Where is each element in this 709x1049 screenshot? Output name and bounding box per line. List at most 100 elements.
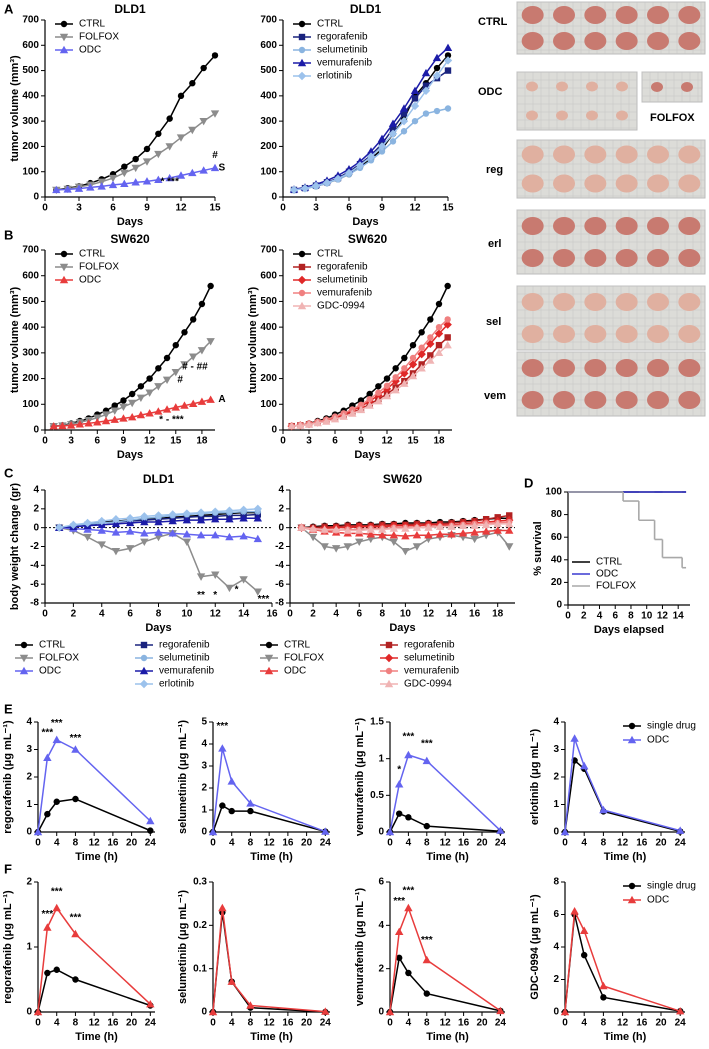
- x-tick-label: 3: [313, 203, 319, 214]
- y-tick-label: 2: [26, 772, 32, 783]
- tumor: [615, 32, 638, 50]
- point: [676, 826, 685, 834]
- point: [356, 405, 366, 414]
- x-tick-label: 8: [380, 609, 386, 620]
- x-tick-label: 8: [628, 611, 634, 622]
- point: [300, 184, 310, 193]
- legend-marker: [384, 653, 394, 663]
- point: [200, 64, 207, 72]
- x-tick-label: 0: [280, 436, 286, 447]
- point: [408, 371, 418, 380]
- point: [211, 52, 219, 59]
- y-tick-label: 4: [378, 920, 384, 931]
- point: [401, 548, 410, 556]
- y-tick-label: 4: [553, 717, 559, 728]
- legend-label: FOLFOX: [596, 581, 636, 592]
- tumor: [615, 217, 638, 235]
- point: [366, 525, 375, 533]
- point: [44, 810, 51, 818]
- legend-marker: [59, 275, 69, 284]
- x-tick-label: 24: [145, 838, 157, 849]
- point: [418, 344, 425, 351]
- point: [120, 169, 129, 178]
- point: [443, 56, 453, 65]
- point: [470, 528, 479, 536]
- y-tick-label: 1: [26, 942, 32, 953]
- annotation: *: [397, 764, 401, 775]
- tumor: [678, 145, 701, 164]
- x-tick-label: 20: [301, 838, 313, 849]
- point: [333, 174, 343, 183]
- x-tick-label: 18: [492, 609, 504, 620]
- tumor: [647, 217, 669, 235]
- annotation: ***: [403, 731, 415, 742]
- panel-label: A: [4, 1, 14, 16]
- point: [165, 173, 174, 182]
- tumor: [615, 145, 638, 164]
- point: [401, 531, 410, 540]
- tumor: [647, 325, 669, 343]
- x-tick-label: 24: [675, 838, 687, 849]
- point: [208, 827, 218, 836]
- tumor: [521, 249, 544, 267]
- x-tick-label: 8: [248, 1018, 254, 1029]
- legend-label: ODC: [39, 666, 61, 677]
- y-tick-label: 0: [33, 522, 39, 533]
- x-axis-label: Time (h): [426, 1031, 469, 1043]
- x-tick-label: 14: [238, 609, 250, 620]
- point: [182, 530, 192, 538]
- point: [385, 1007, 395, 1016]
- point: [422, 110, 430, 117]
- annotation: # - ##: [182, 362, 208, 373]
- panel-label: C: [4, 465, 14, 480]
- legend-label: regorafenib: [159, 640, 210, 651]
- point: [176, 171, 186, 179]
- x-tick-label: 0: [387, 1018, 393, 1029]
- tumor: [584, 6, 607, 24]
- point: [444, 52, 452, 59]
- legend-marker: [139, 679, 149, 689]
- x-tick-label: 0: [562, 1018, 568, 1029]
- y-tick-label: 100: [260, 399, 277, 410]
- tumor-photos: [516, 1, 706, 417]
- y-tick-label: 0.5: [370, 790, 384, 801]
- y-axis-label: selumetinib (μg mL⁻¹): [177, 890, 189, 1004]
- point: [321, 1007, 330, 1015]
- y-tick-label: 2: [378, 963, 384, 974]
- point: [137, 383, 145, 390]
- legend-marker: [60, 250, 68, 258]
- y-tick-label: 0: [278, 522, 284, 533]
- y-axis-label: vemurafenib (μg mL⁻¹): [354, 718, 366, 837]
- point: [423, 990, 430, 997]
- tumor: [584, 391, 607, 409]
- point: [410, 101, 420, 111]
- point: [218, 903, 227, 912]
- point: [176, 134, 186, 142]
- x-tick-label: 0: [280, 203, 286, 214]
- y-tick-label: 700: [22, 15, 39, 26]
- tumor: [616, 81, 628, 92]
- y-tick-label: 0: [201, 1007, 207, 1018]
- point: [383, 382, 391, 389]
- point: [239, 514, 248, 522]
- point: [297, 523, 306, 531]
- annotation: ***: [403, 885, 415, 896]
- point: [140, 538, 149, 546]
- point: [52, 735, 61, 744]
- y-tick-label: 2: [553, 772, 559, 783]
- legend-marker: [298, 250, 306, 258]
- legend-label: ODC: [647, 735, 669, 746]
- tumor: [678, 359, 701, 377]
- point: [182, 538, 192, 546]
- point: [53, 798, 60, 805]
- annotation: #: [177, 374, 183, 385]
- point: [401, 524, 410, 532]
- y-axis-label: vemurafenib (μg mL⁻¹): [354, 888, 366, 1007]
- y-tick-label: 20: [551, 577, 563, 588]
- tumor: [521, 293, 544, 311]
- y-axis-label: regorafenib (μg mL⁻¹): [2, 720, 14, 834]
- x-tick-label: 14: [446, 609, 458, 620]
- x-tick-label: 0: [35, 838, 41, 849]
- tumor: [615, 359, 638, 377]
- point: [399, 104, 409, 112]
